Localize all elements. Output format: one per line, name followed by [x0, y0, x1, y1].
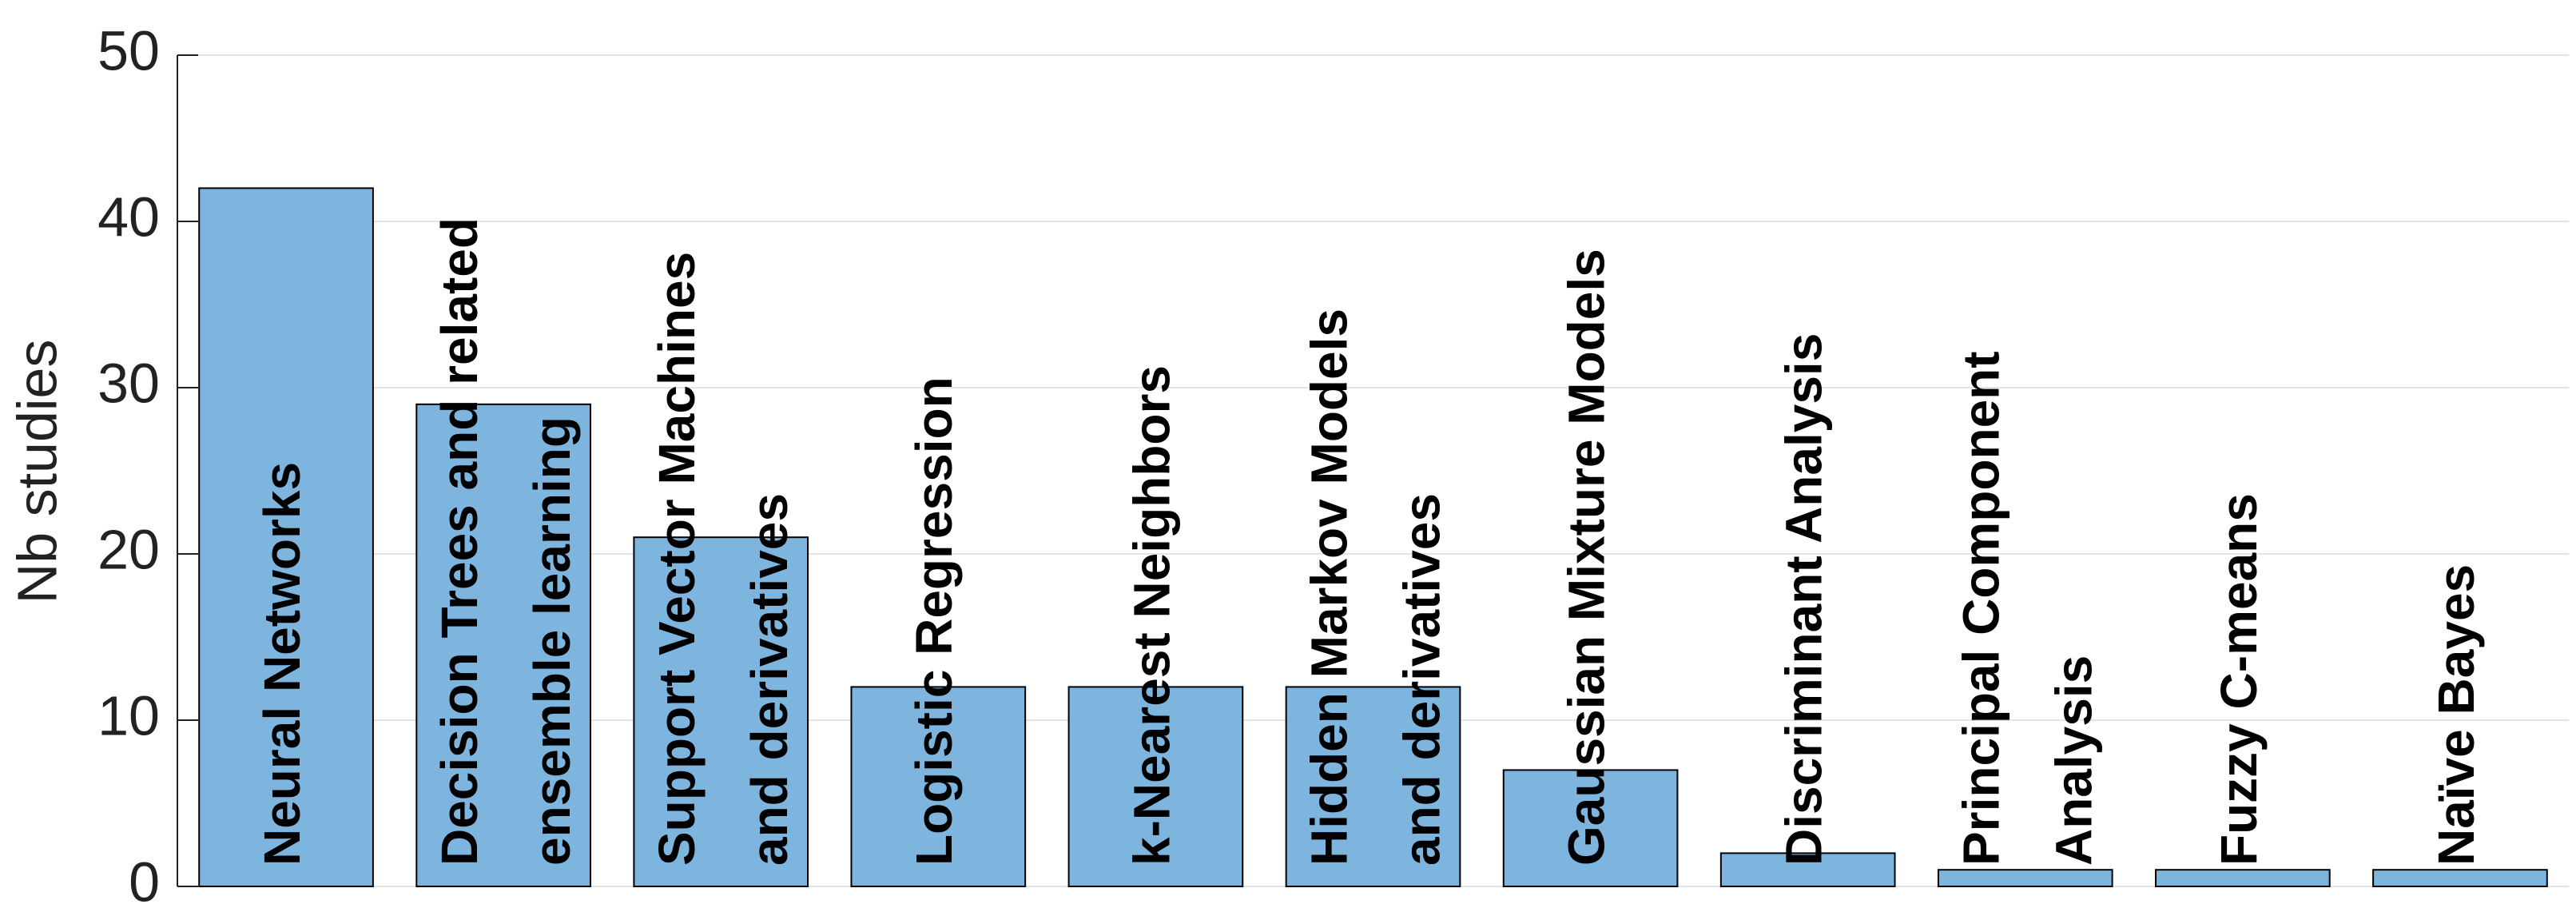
category-label: Fuzzy C-means: [2210, 493, 2268, 866]
bar: [2372, 869, 2548, 887]
bar: [850, 686, 1027, 888]
category-label: ensemble learning: [523, 416, 581, 866]
category-label: Decision Trees and related: [431, 217, 488, 866]
category-label: and derivatives: [1393, 493, 1450, 866]
category-label: Gaussian Mixture Models: [1557, 249, 1615, 866]
category-label: Logistic Regression: [905, 376, 963, 866]
bar: [1937, 869, 2113, 887]
y-tick-label: 30: [97, 352, 160, 414]
bar: [415, 403, 591, 887]
y-tick-label: 20: [97, 518, 160, 580]
category-label: Principal Component: [1953, 351, 2010, 866]
bar: [1285, 686, 1461, 888]
y-tick-label: 40: [97, 185, 160, 248]
y-tick-label: 50: [97, 19, 160, 82]
y-tick-label: 0: [129, 850, 160, 908]
category-label: Hidden Markov Models: [1300, 309, 1358, 866]
bar: [198, 187, 374, 887]
category-label: Analysis: [2045, 655, 2103, 866]
bar: [633, 536, 809, 887]
y-axis-label: Nb studies: [6, 340, 68, 604]
bar: [1502, 769, 1679, 888]
category-label: Support Vector Machines: [648, 252, 706, 866]
bar: [2155, 869, 2331, 887]
category-label: Discriminant Analysis: [1775, 333, 1833, 866]
y-tick-label: 10: [97, 684, 160, 747]
category-label: Naïve Bayes: [2427, 564, 2485, 866]
category-label: k-Nearest Neighbors: [1123, 365, 1180, 866]
category-label: Neural Networks: [253, 462, 311, 866]
bar: [1719, 852, 1896, 888]
bar: [1067, 686, 1244, 888]
category-label: and derivatives: [741, 493, 798, 866]
